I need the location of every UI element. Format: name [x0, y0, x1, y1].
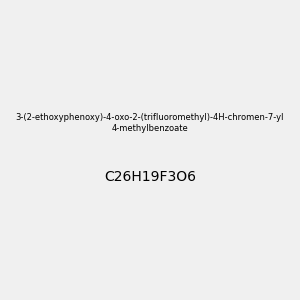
Text: 3-(2-ethoxyphenoxy)-4-oxo-2-(trifluoromethyl)-4H-chromen-7-yl 4-methylbenzoate: 3-(2-ethoxyphenoxy)-4-oxo-2-(trifluorome…: [16, 113, 284, 133]
Text: C26H19F3O6: C26H19F3O6: [104, 170, 196, 184]
